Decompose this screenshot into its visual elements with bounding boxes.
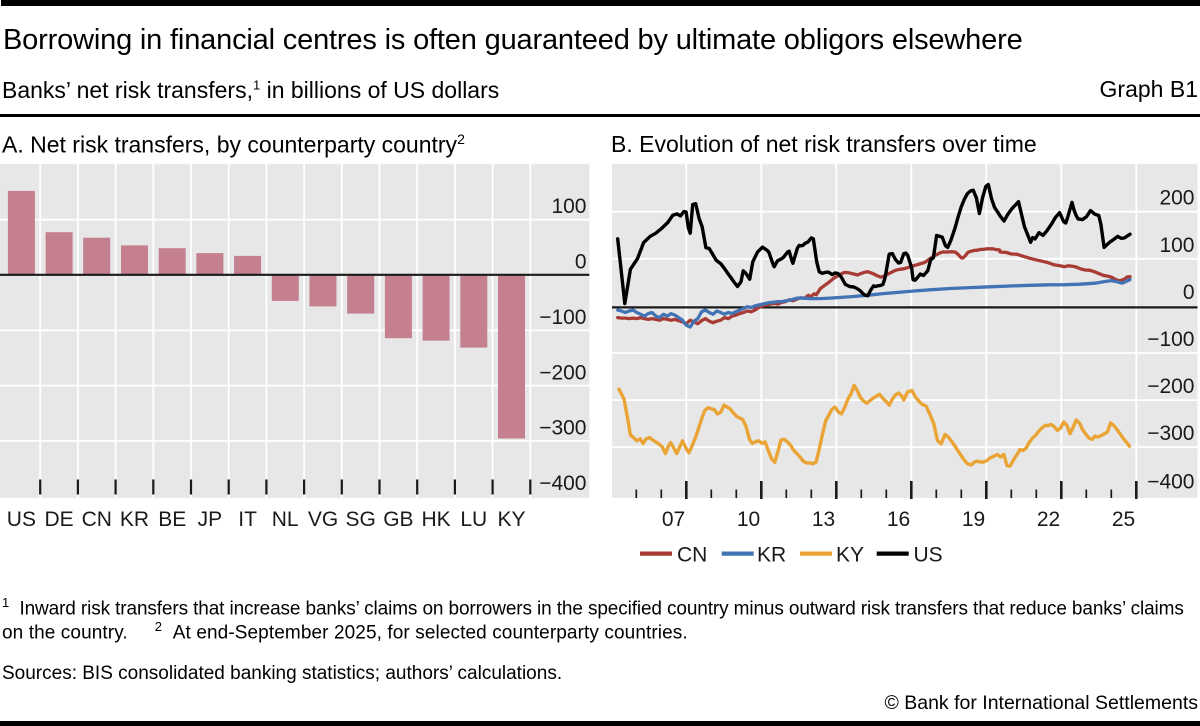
svg-text:100: 100 [1159, 234, 1194, 257]
svg-text:−200: −200 [539, 361, 586, 384]
svg-text:SG: SG [346, 508, 376, 531]
svg-text:VG: VG [308, 508, 338, 531]
svg-text:KR: KR [120, 508, 149, 531]
svg-text:0: 0 [1183, 281, 1195, 304]
svg-text:22: 22 [1037, 508, 1060, 531]
svg-text:−400: −400 [1147, 471, 1194, 494]
svg-text:GB: GB [383, 508, 413, 531]
svg-text:−100: −100 [539, 306, 586, 329]
svg-text:LU: LU [460, 508, 487, 531]
svg-text:−300: −300 [1147, 422, 1194, 445]
svg-text:KR: KR [757, 543, 786, 566]
svg-text:IT: IT [238, 508, 257, 531]
svg-text:200: 200 [1159, 187, 1194, 210]
svg-text:100: 100 [551, 195, 586, 218]
svg-text:13: 13 [812, 508, 835, 531]
svg-text:US: US [914, 543, 943, 566]
svg-text:BE: BE [158, 508, 186, 531]
svg-text:0: 0 [575, 251, 587, 274]
svg-text:US: US [7, 508, 36, 531]
svg-text:10: 10 [737, 508, 760, 531]
svg-text:−200: −200 [1147, 375, 1194, 398]
svg-text:−100: −100 [1147, 328, 1194, 351]
svg-text:DE: DE [45, 508, 74, 531]
svg-text:CN: CN [82, 508, 112, 531]
svg-text:−400: −400 [539, 472, 586, 495]
svg-text:JP: JP [198, 508, 223, 531]
svg-text:19: 19 [962, 508, 985, 531]
svg-text:KY: KY [497, 508, 525, 531]
svg-text:16: 16 [887, 508, 910, 531]
svg-text:NL: NL [272, 508, 299, 531]
svg-text:KY: KY [836, 543, 864, 566]
svg-text:07: 07 [662, 508, 685, 531]
svg-text:−300: −300 [539, 417, 586, 440]
svg-text:CN: CN [677, 543, 707, 566]
svg-text:HK: HK [422, 508, 451, 531]
svg-text:25: 25 [1112, 508, 1135, 531]
